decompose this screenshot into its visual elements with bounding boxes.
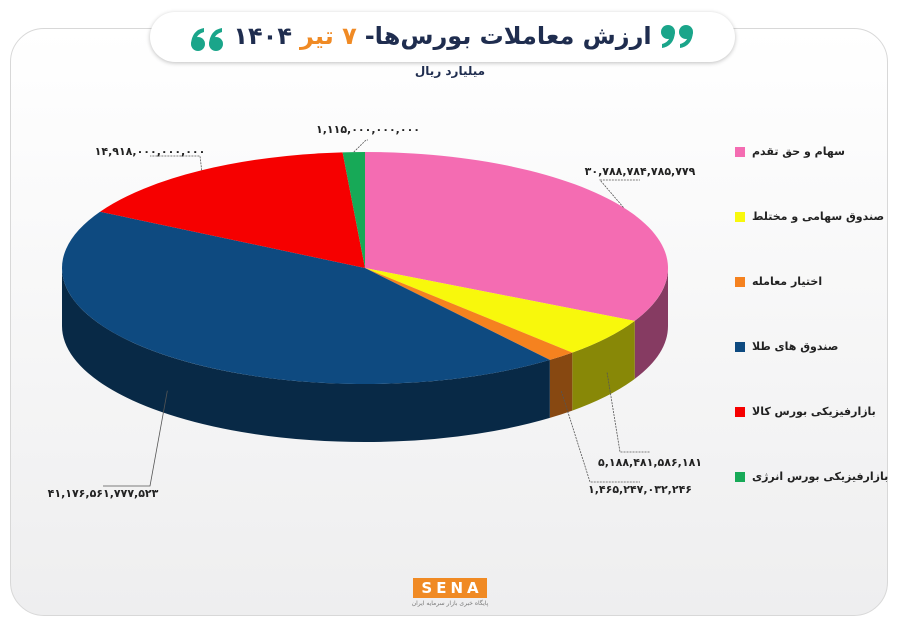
- pie-slice: [365, 268, 635, 353]
- data-label: ۵,۱۸۸,۴۸۱,۵۸۶,۱۸۱: [598, 456, 702, 469]
- data-label: ۳۰,۷۸۸,۷۸۴,۷۸۵,۷۷۹: [585, 165, 696, 178]
- chart-title: ارزش معاملات بورس‌ها- ۷ تیر ۱۴۰۴: [150, 22, 735, 50]
- leader-line: [599, 179, 640, 208]
- subtitle: میلیارد ریال: [414, 64, 486, 78]
- legend-swatch: [735, 472, 745, 482]
- title-year: ۱۴۰۴: [233, 22, 292, 50]
- pie-slice-side: [62, 268, 550, 442]
- legend-swatch: [735, 212, 745, 222]
- leader-line: [353, 139, 368, 153]
- leader-line: [560, 391, 640, 483]
- legend-swatch: [735, 407, 745, 417]
- legend-label: بازارفیزیکی بورس انرژی: [752, 470, 888, 483]
- pie-slice: [100, 152, 365, 268]
- leader-line: [606, 372, 650, 453]
- pie-slice-side: [572, 320, 635, 411]
- legend-swatch: [735, 277, 745, 287]
- title-main: ارزش معاملات بورس‌ها-: [364, 22, 652, 50]
- legend-swatch: [735, 342, 745, 352]
- legend-label: صندوق سهامی و مختلط: [752, 210, 884, 223]
- legend-label: اختیار معامله: [752, 275, 822, 288]
- data-label: ۱,۴۶۵,۲۴۷,۰۳۲,۲۴۶: [588, 483, 692, 496]
- logo-name: SENA: [413, 578, 487, 598]
- title-date: ۷ تیر: [299, 22, 357, 50]
- pie-slice: [342, 152, 365, 268]
- pie-slice: [62, 211, 550, 384]
- pie-slice-side: [549, 352, 573, 418]
- title-bar: ارزش معاملات بورس‌ها- ۷ تیر ۱۴۰۴: [150, 12, 735, 62]
- legend-label: بازارفیزیکی بورس کالا: [752, 405, 876, 418]
- legend-label: سهام و حق تقدم: [752, 145, 845, 158]
- legend-swatch: [735, 147, 745, 157]
- data-label: ۱,۱۱۵,۰۰۰,۰۰۰,۰۰۰: [316, 123, 420, 136]
- legend-label: صندوق های طلا: [752, 340, 838, 353]
- data-label: ۱۴,۹۱۸,۰۰۰,۰۰۰,۰۰۰: [95, 145, 206, 158]
- logo-tagline: پایگاه خبری بازار سرمایه ایران: [411, 600, 489, 607]
- pie-slice-side: [634, 268, 668, 379]
- data-label: ۴۱,۱۷۶,۵۶۱,۷۷۷,۵۲۳: [48, 487, 159, 500]
- leader-line: [150, 155, 203, 171]
- leader-line: [103, 390, 168, 487]
- pie-slice: [365, 268, 573, 360]
- quote-icons: [191, 25, 693, 51]
- logo: SENA پایگاه خبری بازار سرمایه ایران: [400, 578, 500, 607]
- pie-slice: [365, 152, 668, 321]
